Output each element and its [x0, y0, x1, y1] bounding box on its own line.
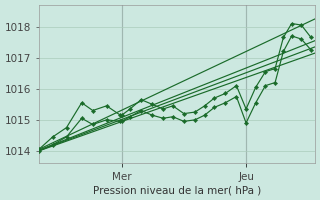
X-axis label: Pression niveau de la mer( hPa ): Pression niveau de la mer( hPa )	[93, 185, 261, 195]
